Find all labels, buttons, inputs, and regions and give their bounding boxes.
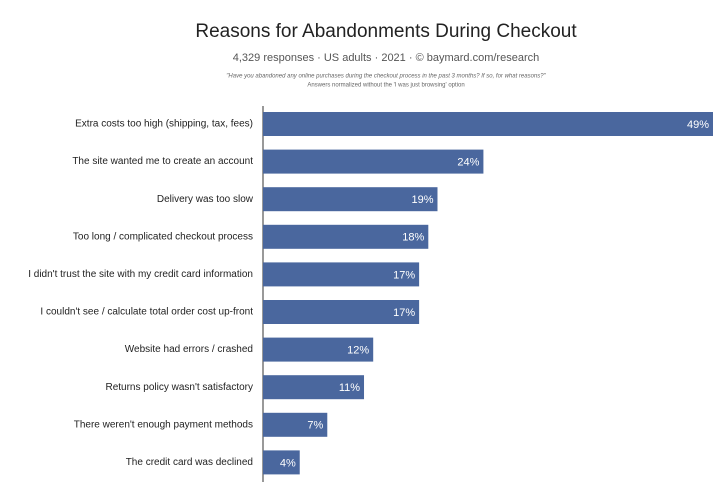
- chart-subtitle: 4,329 responses · US adults · 2021 · © b…: [233, 52, 539, 64]
- value-label: 49%: [687, 119, 709, 131]
- bar: [263, 112, 713, 136]
- category-label: The credit card was declined: [126, 457, 253, 468]
- category-label: I couldn't see / calculate total order c…: [40, 307, 253, 318]
- category-label: Too long / complicated checkout process: [73, 231, 253, 242]
- category-label: Website had errors / crashed: [125, 344, 253, 355]
- bar: [263, 337, 374, 362]
- category-label: I didn't trust the site with my credit c…: [28, 269, 253, 280]
- bar: [263, 300, 420, 324]
- value-label: 18%: [402, 232, 424, 244]
- category-label: Delivery was too slow: [157, 194, 254, 205]
- value-label: 11%: [339, 382, 360, 394]
- bar: [263, 262, 420, 287]
- note: "Have you abandoned any online purchases…: [226, 74, 546, 80]
- value-label: 19%: [411, 194, 433, 206]
- category-label: Returns policy wasn't satisfactory: [105, 382, 253, 393]
- value-label: 17%: [393, 269, 415, 281]
- value-label: 17%: [393, 307, 415, 319]
- bar: [263, 187, 438, 212]
- category-label: Extra costs too high (shipping, tax, fee…: [75, 119, 253, 130]
- category-label: The site wanted me to create an account: [72, 156, 253, 167]
- note: Answers normalized without the 'I was ju…: [307, 83, 464, 89]
- bar: [263, 375, 365, 400]
- value-label: 4%: [280, 457, 296, 469]
- value-label: 24%: [457, 157, 479, 169]
- bar: [263, 412, 328, 437]
- bar: [263, 450, 300, 475]
- bar: [263, 224, 429, 249]
- category-label: There weren't enough payment methods: [74, 419, 253, 430]
- value-label: 12%: [347, 345, 369, 357]
- bar: [263, 149, 484, 174]
- value-label: 7%: [307, 420, 323, 432]
- chart-title: Reasons for Abandonments During Checkout: [195, 21, 577, 42]
